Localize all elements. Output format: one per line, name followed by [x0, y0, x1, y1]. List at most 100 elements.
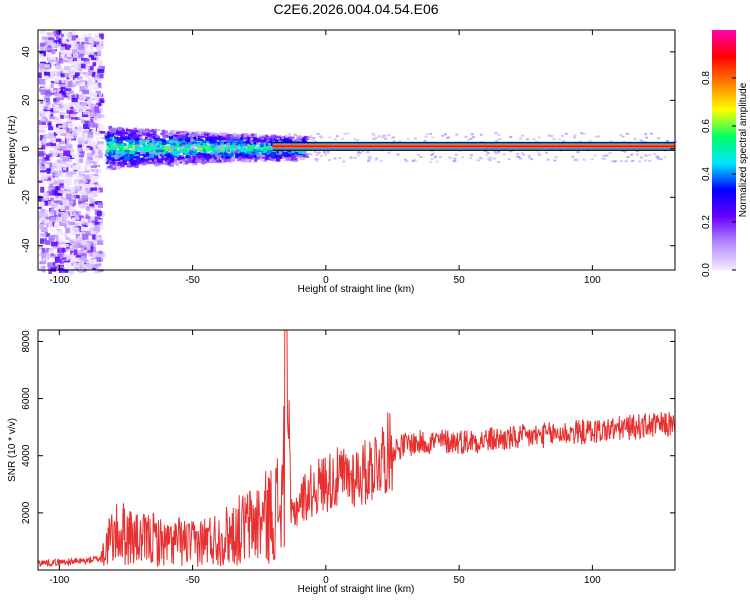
spectrogram-cell: [108, 134, 115, 137]
spectrogram-cell: [367, 160, 371, 163]
spectrogram-cell: [93, 238, 97, 244]
spectrogram-cell: [232, 149, 236, 152]
spectrogram-cell: [139, 136, 143, 139]
spectrogram-cell: [48, 153, 53, 157]
spectrogram-cell: [204, 159, 208, 162]
spectrogram-cell: [79, 158, 84, 163]
spectrogram-cell: [190, 157, 194, 161]
spectrogram-cell: [50, 92, 58, 96]
spectrogram-cell: [371, 132, 375, 135]
spectrogram-cell: [86, 147, 90, 151]
spectrogram-cell: [93, 153, 101, 160]
spectrogram-cell: [83, 58, 90, 64]
spectrogram-cell: [221, 158, 225, 161]
spectrogram-cell: [294, 154, 298, 157]
spectrogram-frame: [37, 29, 676, 271]
spectrogram-cell: [110, 148, 117, 152]
spectrogram-cell: [635, 150, 639, 153]
spectrogram-cell: [575, 159, 579, 162]
spectrogram-cell: [97, 103, 102, 107]
spectrogram-cell: [108, 137, 114, 140]
spectrogram-cell: [71, 150, 75, 156]
spectrogram-cell: [213, 150, 219, 155]
spectrogram-cell: [99, 86, 103, 90]
spectrogram-cell: [546, 158, 550, 161]
spectrogram-cell: [216, 157, 220, 161]
spectrogram-cell: [116, 156, 123, 161]
spectrogram-cell: [53, 132, 58, 136]
spectrogram-cell: [267, 147, 272, 151]
spectrogram-cell: [289, 139, 293, 144]
colorbar: 0.0 0.2 0.4 0.6 0.8 Normalized spectral ampl…: [701, 30, 749, 277]
spectrogram-cell: [494, 139, 498, 142]
spectrogram-cell: [226, 144, 230, 147]
spectrogram-cell: [264, 153, 267, 157]
spectrogram-cell: [54, 70, 61, 77]
spectrogram-cell: [122, 134, 126, 137]
spectrogram-cell: [206, 156, 211, 160]
spectrogram-cell: [580, 132, 584, 135]
spectrogram-cell: [43, 157, 51, 161]
spectrogram-cell: [108, 160, 112, 163]
spectrogram-cell: [315, 159, 319, 162]
spectrogram-cell: [236, 134, 240, 139]
spectrogram-cell: [659, 158, 663, 161]
spectrogram-cell: [195, 138, 200, 142]
spectrogram-cell: [79, 107, 84, 113]
spectrogram-cell: [179, 156, 185, 159]
spectrogram-cell: [83, 84, 88, 91]
spectrogram-cell: [58, 158, 63, 161]
spectrogram-cell: [527, 156, 531, 159]
spectrogram-cell: [154, 151, 161, 155]
spectrogram-cell: [59, 184, 64, 188]
spectrogram-cell: [235, 136, 240, 139]
spectrogram-cell: [272, 159, 276, 162]
spectrogram-cell: [169, 159, 175, 163]
spectrogram-cell: [43, 192, 49, 199]
spectrogram-y-ticks: -40 -20 0 20 40: [21, 46, 675, 253]
spectrogram-cell: [45, 247, 52, 251]
spectrogram-cell: [61, 60, 68, 63]
spectrogram-cell: [70, 268, 74, 275]
spectrogram-cell: [49, 61, 55, 66]
spectrogram-cell: [64, 88, 72, 92]
spectrogram-cell: [169, 160, 175, 164]
spectrogram-cell: [63, 214, 68, 219]
spectrogram-cell: [71, 97, 78, 103]
spectrogram-cell: [139, 146, 143, 150]
spectrogram-cell: [131, 165, 135, 168]
spectrogram-cell: [38, 244, 43, 250]
spectrogram-cell: [184, 158, 188, 161]
spectrogram-cell: [88, 204, 94, 207]
spectrogram-cell: [54, 190, 59, 196]
spectrogram-cell: [78, 54, 84, 59]
spectrogram-cell: [136, 162, 140, 166]
spectrogram-cell: [67, 32, 72, 39]
spectrogram-cell: [240, 141, 247, 144]
spectrogram-cell: [76, 135, 83, 138]
spectrogram-cell: [59, 222, 65, 226]
spectrogram-cell: [429, 132, 433, 135]
spectrogram-cell: [115, 150, 119, 154]
spectrogram-cell: [187, 155, 191, 160]
spectrogram-cell: [213, 159, 217, 163]
spectrogram-cell: [82, 199, 86, 204]
spectrogram-cell: [105, 152, 109, 155]
spectrogram-cell: [260, 143, 264, 148]
spectrogram-cell: [94, 225, 100, 230]
spectrogram-cell: [232, 151, 236, 154]
spectrogram-cell: [238, 149, 242, 153]
spectrogram-cell: [94, 55, 100, 58]
spectrogram-cell: [75, 129, 83, 134]
spectrogram-cell: [84, 140, 88, 144]
spectrogram-cell: [66, 135, 74, 139]
spectrogram-cell: [139, 129, 142, 133]
spectrogram-cell: [105, 154, 109, 157]
spectrogram-cell: [94, 148, 99, 153]
spectrogram-cell: [49, 150, 54, 157]
spectrogram-cell: [202, 161, 205, 165]
spectrogram-cell: [356, 139, 360, 142]
spectrogram-cell: [78, 200, 86, 205]
spectrogram-cell: [140, 141, 144, 144]
spectrogram-cell: [44, 162, 51, 168]
